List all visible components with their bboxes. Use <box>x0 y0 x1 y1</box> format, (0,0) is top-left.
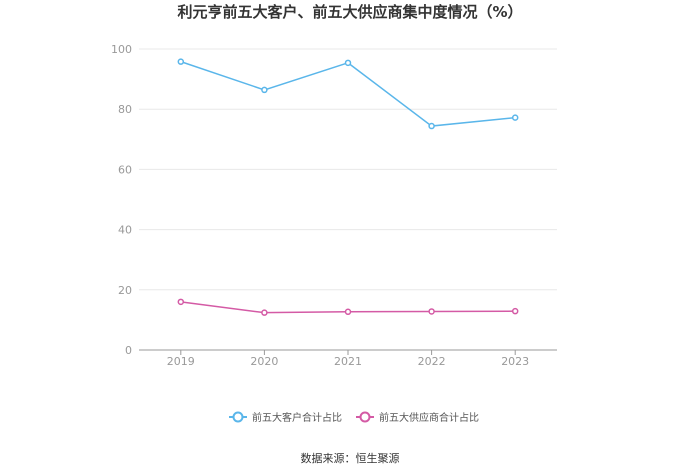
legend: 前五大客户合计占比 前五大供应商合计占比 <box>229 411 479 424</box>
data-point-1-2022[interactable] <box>428 122 435 130</box>
data-point-2-2022[interactable] <box>428 308 435 315</box>
data-point-2-2021[interactable] <box>344 308 352 316</box>
data-point-2-2023[interactable] <box>511 307 519 315</box>
series-layer <box>177 58 519 316</box>
data-point-1-2019[interactable] <box>177 58 185 65</box>
series-line-1 <box>180 60 516 127</box>
data-point-1-2020[interactable] <box>261 86 268 94</box>
x-tick-label-2020: 2020 <box>250 355 278 368</box>
y-tick-label-80: 80 <box>118 103 132 116</box>
data-point-2-2019[interactable] <box>177 298 185 306</box>
grid <box>139 48 557 291</box>
legend-label-1: 前五大客户合计占比 <box>252 411 342 424</box>
y-tick-label-0: 0 <box>125 344 132 357</box>
y-tick-label-40: 40 <box>118 224 132 237</box>
x-tick-label-2022: 2022 <box>418 355 446 368</box>
legend-label-2: 前五大供应商合计占比 <box>379 411 479 424</box>
chart-title: 利元亨前五大客户、前五大供应商集中度情况（%） <box>177 3 522 21</box>
data-point-1-2023[interactable] <box>511 114 519 121</box>
y-tick-label-100: 100 <box>111 43 132 56</box>
x-tick-label-2021: 2021 <box>334 355 362 368</box>
legend-marker-icon-1 <box>232 411 244 423</box>
legend-item-2[interactable]: 前五大供应商合计占比 <box>356 411 479 424</box>
y-tick-label-60: 60 <box>118 163 132 176</box>
x-axis: 2019 2020 2021 2022 2023 <box>139 349 557 368</box>
legend-marker-icon-2 <box>359 411 371 423</box>
legend-item-1[interactable]: 前五大客户合计占比 <box>229 411 342 424</box>
data-point-1-2021[interactable] <box>344 59 352 67</box>
y-axis: 0 20 40 60 80 100 <box>111 43 132 357</box>
data-source: 数据来源：恒生聚源 <box>301 451 400 465</box>
y-tick-label-20: 20 <box>118 284 132 297</box>
data-point-2-2020[interactable] <box>261 309 268 316</box>
x-tick-label-2023: 2023 <box>501 355 529 368</box>
x-tick-label-2019: 2019 <box>167 355 195 368</box>
